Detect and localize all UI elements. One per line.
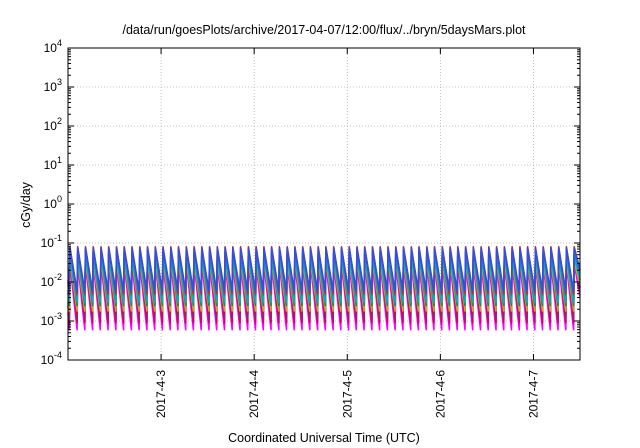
series-group [67,246,581,331]
x-tick-label: 2017-4-7 [526,370,540,418]
y-tick-label: 102 [44,116,62,133]
x-tick-label: 2017-4-3 [154,370,168,418]
series-line [67,247,581,292]
x-axis-label: Coordinated Universal Time (UTC) [228,431,420,445]
y-tick-label: 104 [44,38,62,55]
chart-title: /data/run/goesPlots/archive/2017-04-07/1… [122,23,526,37]
y-tick-label: 10-4 [41,350,62,367]
x-tick-label: 2017-4-5 [340,370,354,418]
y-tick-label: 10-1 [41,233,62,250]
y-axis-label: cGy/day [19,181,33,228]
x-tick-labels: 2017-4-3 2017-4-4 2017-4-5 2017-4-6 2017-4-7 [154,370,540,418]
x-tick-label: 2017-4-4 [247,370,261,418]
y-tick-label: 10-2 [41,272,62,289]
y-tick-label: 101 [44,155,62,172]
axis-ticks [68,47,580,361]
series-line [67,255,581,304]
y-tick-label: 100 [44,194,62,211]
y-tick-label: 103 [44,77,62,94]
x-tick-label: 2017-4-6 [433,370,447,418]
y-tick-labels: 10-4 10-3 10-2 10-1 100 101 102 103 104 [41,38,62,367]
y-tick-label: 10-3 [41,311,62,328]
